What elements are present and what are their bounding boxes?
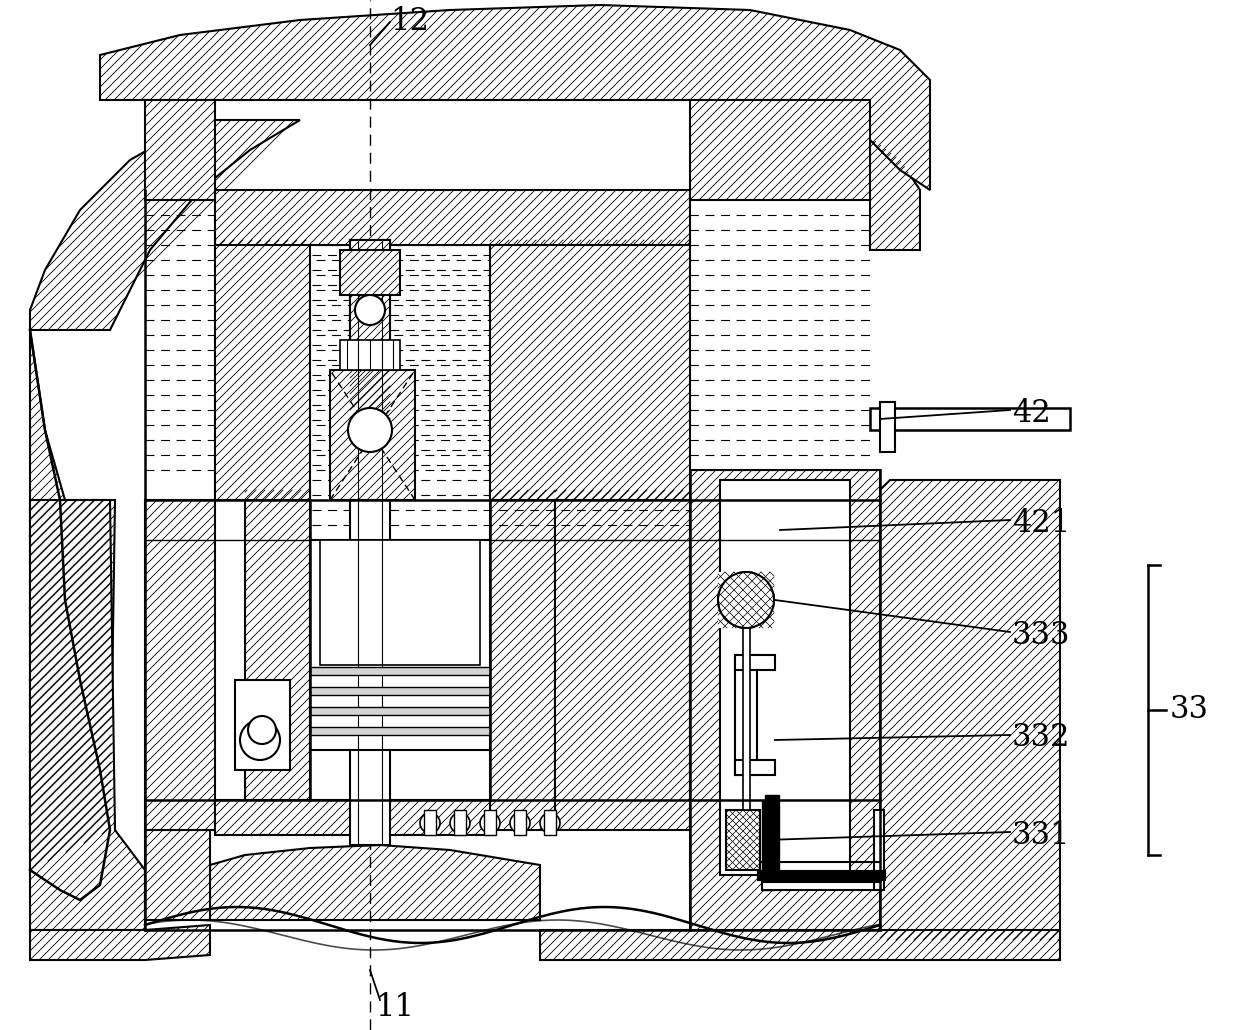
Polygon shape [30,330,115,870]
Bar [720,480,849,876]
Polygon shape [215,190,689,245]
Circle shape [348,408,392,452]
Polygon shape [145,500,215,830]
Bar [310,707,490,715]
Polygon shape [100,5,930,190]
Circle shape [718,572,774,628]
Polygon shape [539,930,1060,960]
Polygon shape [145,830,210,920]
Circle shape [355,295,384,325]
Text: 331: 331 [1012,820,1070,851]
Bar [310,667,490,675]
Circle shape [450,813,470,833]
Polygon shape [689,470,880,930]
Polygon shape [30,121,300,330]
Bar [735,655,775,670]
Polygon shape [689,100,870,200]
Text: 42: 42 [1012,398,1050,428]
Circle shape [420,813,440,833]
Bar [763,800,774,890]
Polygon shape [330,370,415,500]
Polygon shape [30,500,145,930]
Circle shape [510,813,529,833]
Text: 421: 421 [1012,508,1070,539]
Bar [735,655,756,775]
Polygon shape [350,240,391,430]
Polygon shape [490,240,689,500]
Bar [870,408,1070,430]
Circle shape [241,720,280,760]
Polygon shape [490,490,556,830]
Bar [874,810,884,890]
Polygon shape [236,680,290,770]
Polygon shape [556,490,689,830]
Text: 11: 11 [374,993,414,1024]
Text: 12: 12 [391,6,429,37]
Bar [340,340,401,370]
Circle shape [539,813,560,833]
Text: 332: 332 [1012,722,1070,754]
Polygon shape [30,925,210,960]
Circle shape [248,716,277,744]
Polygon shape [725,810,760,870]
Bar [320,540,480,665]
Bar [880,402,895,452]
Bar [544,810,556,835]
Bar [454,810,466,835]
Bar [743,610,750,810]
Text: 333: 333 [1012,619,1070,651]
Bar [765,795,779,875]
Polygon shape [718,572,774,628]
Polygon shape [800,130,920,250]
Polygon shape [145,100,215,200]
Polygon shape [880,480,1060,940]
Bar [310,727,490,735]
Polygon shape [246,490,310,830]
Bar [735,760,775,775]
Bar [310,687,490,695]
Bar [350,240,391,845]
Bar [310,540,490,750]
Polygon shape [210,845,539,920]
Bar [763,876,882,890]
Polygon shape [215,800,490,835]
Bar [484,810,496,835]
Bar [515,810,526,835]
Polygon shape [215,240,310,500]
Polygon shape [340,250,401,295]
Text: 33: 33 [1171,694,1209,725]
Bar [424,810,436,835]
Circle shape [480,813,500,833]
